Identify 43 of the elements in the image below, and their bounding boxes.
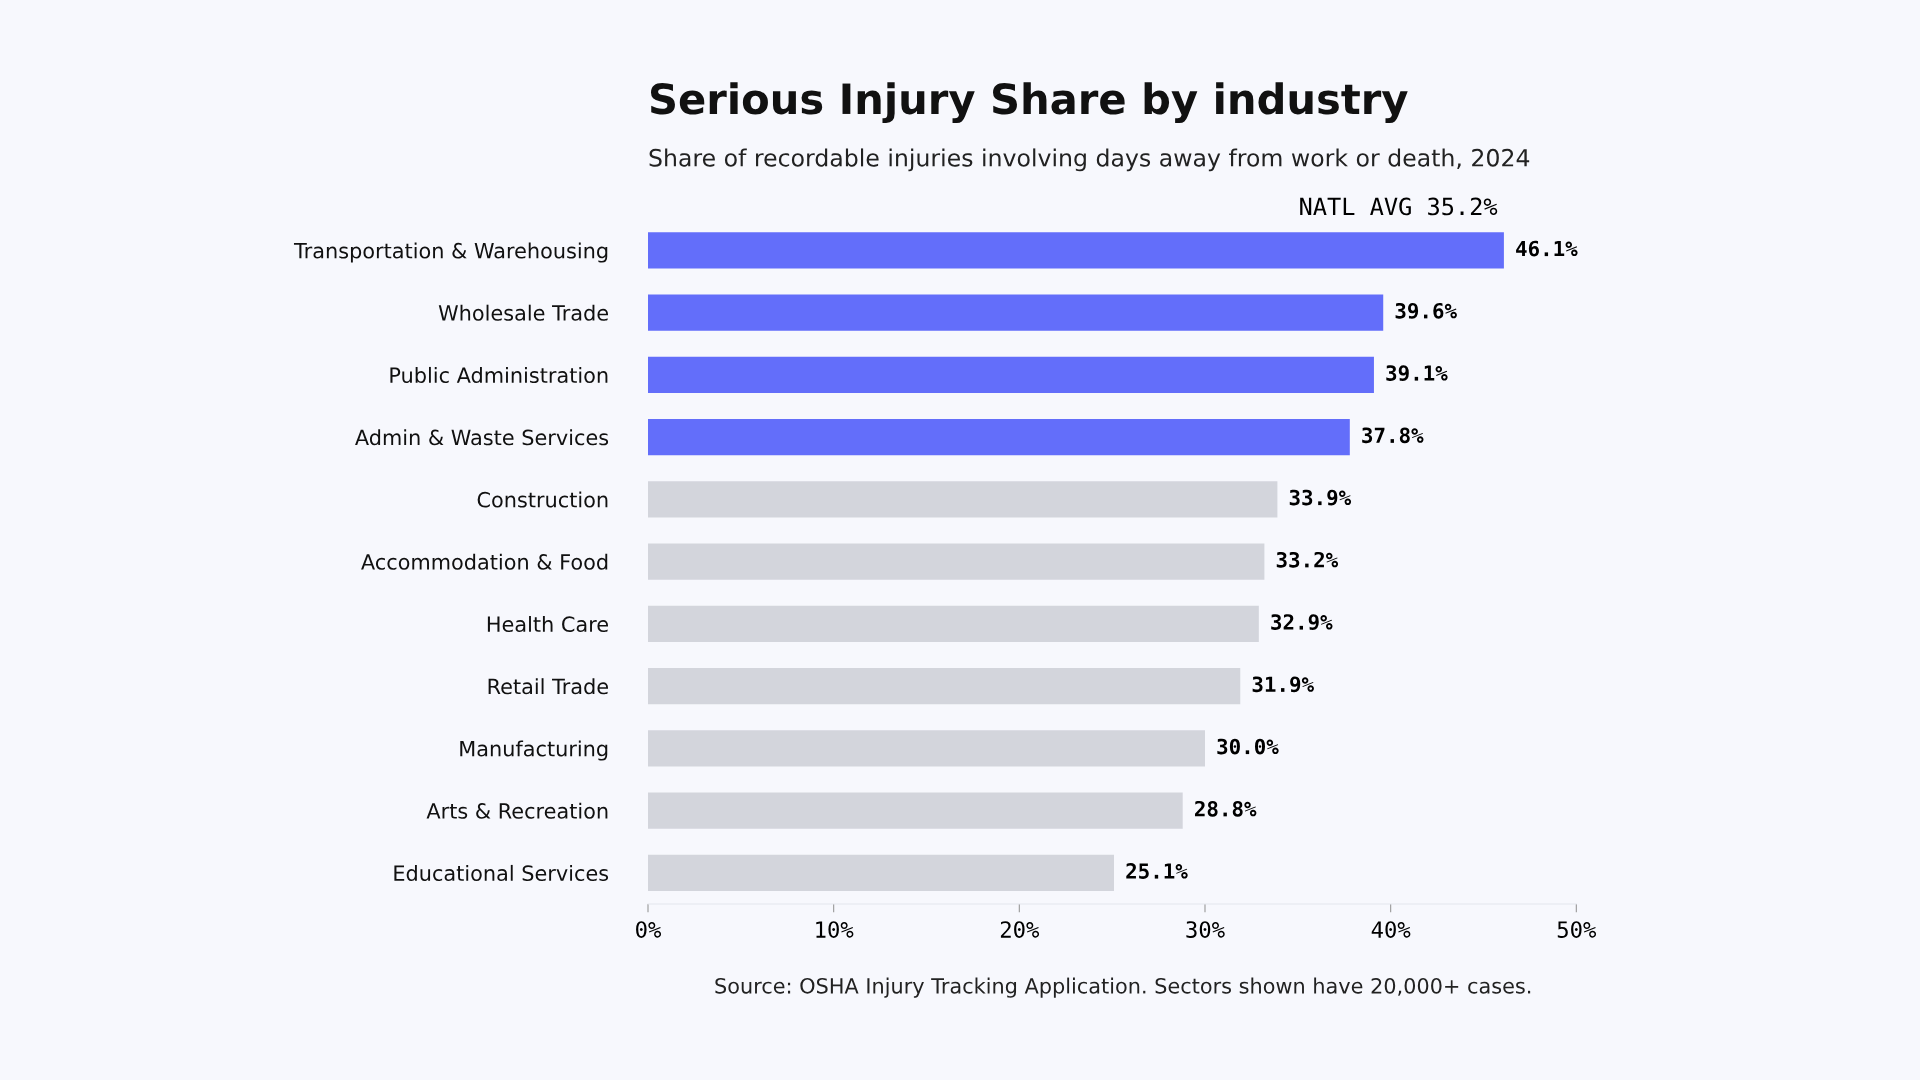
data-label: 28.8%	[1194, 800, 1257, 817]
data-label: 46.1%	[1516, 240, 1578, 257]
data-label: 33.2%	[1276, 551, 1339, 568]
x-tick-label: 10%	[816, 921, 854, 938]
bar	[648, 854, 1115, 891]
data-label: 25.1%	[1126, 863, 1188, 879]
y-tick-label: Public Administration	[390, 366, 608, 384]
y-tick-label: Admin & Waste Services	[355, 429, 609, 446]
bar	[648, 792, 1183, 829]
chart-subtitle: Share of recordable injuries involving days away from work or death, 2024	[649, 148, 1530, 172]
data-label: 31.9%	[1252, 676, 1314, 693]
x-tick-label: 30%	[1186, 921, 1225, 938]
y-tick-label: Transportation & Warehousing	[293, 242, 608, 263]
data-label: 37.8%	[1362, 427, 1424, 444]
text: NATL AVG 35.2%	[1300, 197, 1498, 216]
y-tick-label: Retail Trade	[488, 678, 608, 695]
data-label: 33.9%	[1289, 489, 1352, 506]
bar	[648, 356, 1374, 393]
x-tick-label: 50%	[1557, 921, 1597, 938]
x-tick-label: 40%	[1371, 921, 1411, 938]
bar	[648, 481, 1278, 518]
x-tick-label: 20%	[1000, 921, 1040, 938]
y-tick-label: Health Care	[487, 615, 608, 633]
bar	[648, 730, 1205, 767]
source-note: Source: OSHA Injury Tracking Application. Sectors shown have 20,000+ cases.	[715, 977, 1531, 998]
bar	[648, 419, 1350, 456]
data-label: 39.1%	[1386, 365, 1448, 381]
bar	[648, 668, 1241, 705]
y-tick-label: Manufacturing	[460, 740, 608, 761]
data-label: 30.0%	[1217, 738, 1279, 755]
y-tick-label: Construction	[477, 491, 608, 508]
y-tick-label: Wholesale Trade	[438, 304, 608, 321]
data-label: 39.6%	[1395, 302, 1457, 319]
y-tick-label: Arts & Recreation	[426, 802, 608, 819]
bar	[648, 232, 1504, 269]
data-label: 32.9%	[1271, 614, 1333, 630]
y-tick-label: Accommodation & Food	[361, 553, 608, 570]
bar	[648, 605, 1259, 642]
chart-title: Serious Injury Share by industry	[650, 82, 1408, 123]
y-tick-label: Educational Services	[394, 864, 609, 882]
bar	[648, 543, 1265, 580]
bar	[648, 294, 1384, 331]
x-tick-label: 0%	[636, 921, 662, 938]
